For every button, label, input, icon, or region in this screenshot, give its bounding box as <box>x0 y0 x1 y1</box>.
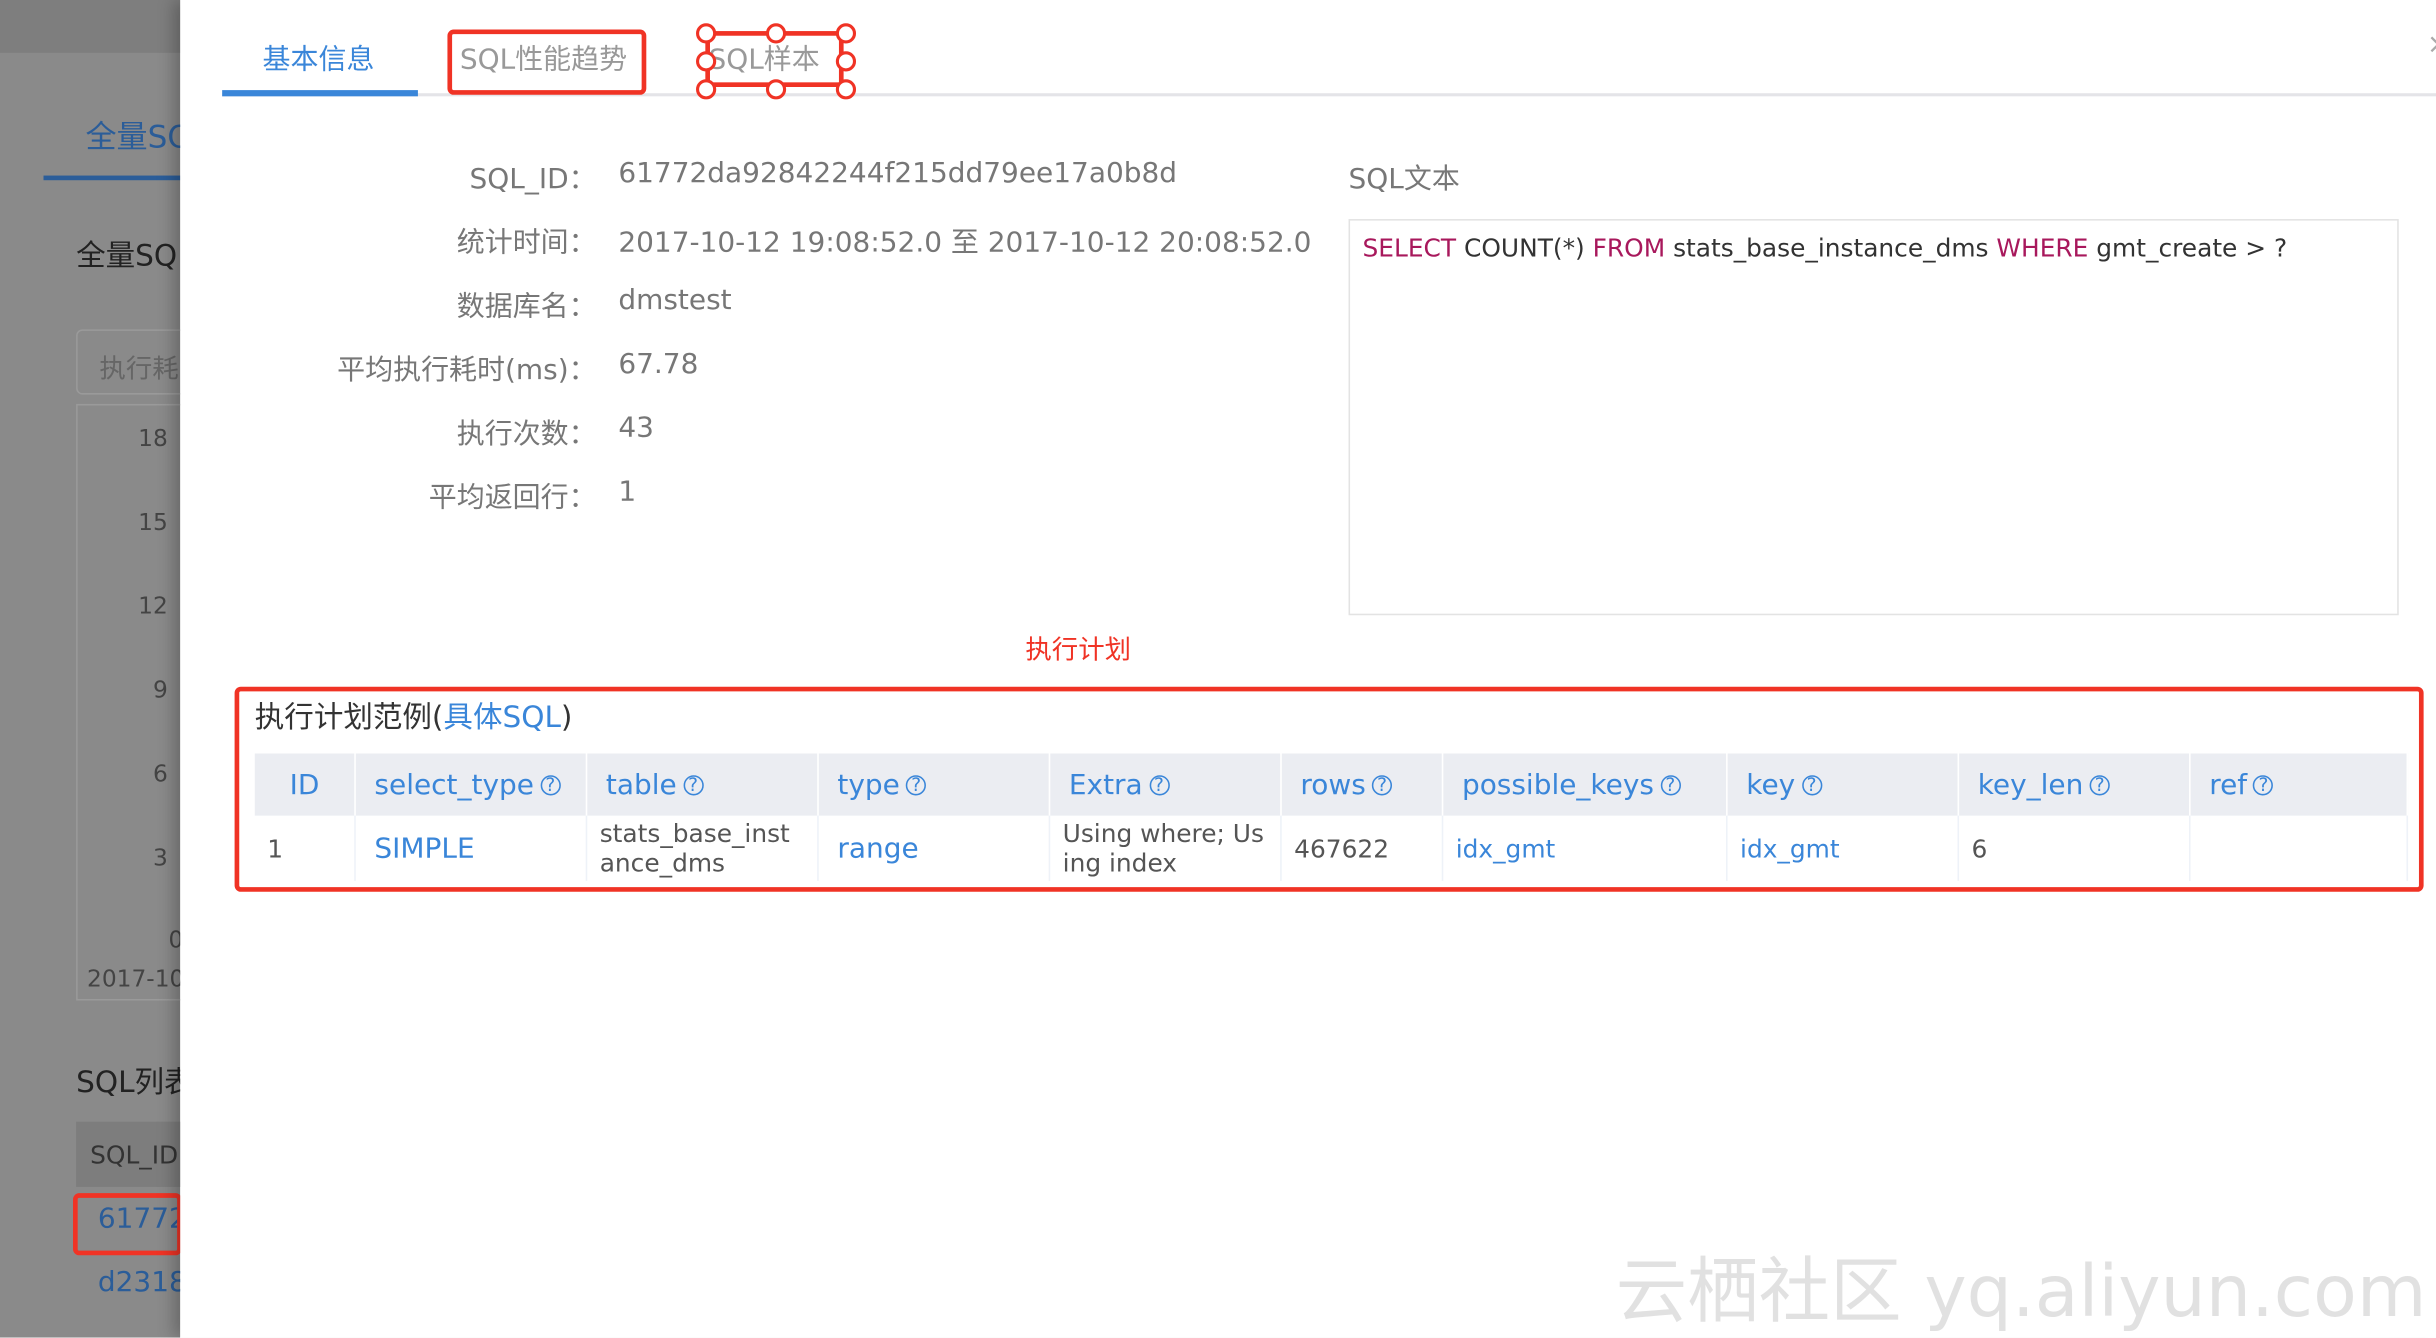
info-value: 1 <box>618 475 637 509</box>
resize-handle <box>835 23 857 44</box>
tab-sql-sample[interactable]: SQL样本 <box>708 43 820 77</box>
cell-ref <box>2189 815 2409 881</box>
col-extra: Extra? <box>1049 753 1282 816</box>
bg-header <box>0 0 181 53</box>
help-icon[interactable]: ? <box>1148 775 1170 796</box>
sql-text: gmt_create > ? <box>2088 233 2288 263</box>
y-tick: 3 <box>152 843 168 872</box>
click-highlight-box <box>73 1193 182 1256</box>
cell-possible-keys: idx_gmt <box>1442 815 1728 881</box>
bg-tab[interactable]: 全量SQ <box>85 118 192 156</box>
help-icon[interactable]: ? <box>1660 775 1681 796</box>
help-icon[interactable]: ? <box>2089 775 2110 796</box>
cell-key: idx_gmt <box>1726 815 1960 881</box>
y-tick: 6 <box>152 759 168 788</box>
plan-highlight-box <box>234 686 2424 892</box>
y-tick: 15 <box>138 508 168 536</box>
sql-keyword: WHERE <box>1996 233 2089 263</box>
specific-sql-link[interactable]: 具体SQL <box>443 700 561 735</box>
col-key: key? <box>1726 753 1960 816</box>
cell-extra: Using where; Using index <box>1049 815 1282 881</box>
detail-panel: 基本信息 SQL性能趋势 SQL样本 × SQL_ID： 61772da9284… <box>180 0 2436 1338</box>
table-header-row: ID select_type? table? type? Extra? rows… <box>254 753 2409 816</box>
info-value: 2017-10-12 19:08:52.0 至 2017-10-12 20:08… <box>618 226 1312 260</box>
plan-title-end: ) <box>560 700 573 735</box>
resize-handle <box>835 79 857 100</box>
annotation-box <box>447 29 647 95</box>
info-label: SQL_ID： <box>469 163 597 196</box>
bg-list-header: SQL_ID <box>76 1121 201 1187</box>
col-ref: ref? <box>2189 753 2409 816</box>
watermark: 云栖社区 yq.aliyun.com <box>1615 1249 2427 1333</box>
execution-plan-table: ID select_type? table? type? Extra? rows… <box>254 753 2409 881</box>
sql-id-link[interactable]: 61772 <box>97 1202 187 1236</box>
col-id: ID <box>254 753 356 816</box>
y-tick: 12 <box>138 591 168 620</box>
resize-handle <box>696 23 717 44</box>
col-key-len: key_len? <box>1958 753 2191 816</box>
y-tick: 0 <box>168 925 184 954</box>
help-icon[interactable]: ? <box>540 775 561 796</box>
col-select-type: select_type? <box>354 753 588 816</box>
info-value: 43 <box>618 411 654 445</box>
sql-keyword: SELECT <box>1362 233 1457 263</box>
active-tab-indicator <box>222 90 418 97</box>
bg-list-title: SQL列表 <box>76 1065 194 1100</box>
help-icon[interactable]: ? <box>2253 775 2274 796</box>
cell-rows: 467622 <box>1280 815 1444 881</box>
bg-filter-input[interactable]: 执行耗 <box>76 329 201 395</box>
bg-chart: 18 15 12 9 6 3 0 2017-10- <box>76 403 204 1001</box>
background-page: 全量SQ 全量SQ 执行耗 18 15 12 9 6 3 0 2017-10- … <box>0 0 204 1338</box>
tab-basic-info[interactable]: 基本信息 <box>262 43 375 77</box>
help-icon[interactable]: ? <box>1372 775 1393 796</box>
bg-section-title: 全量SQ <box>76 239 178 274</box>
sql-text: stats_base_instance_dms <box>1665 233 1997 263</box>
resize-handle <box>765 23 787 44</box>
resize-handle <box>765 79 787 100</box>
sql-keyword: FROM <box>1592 233 1666 263</box>
col-possible-keys: possible_keys? <box>1442 753 1728 816</box>
info-value: 67.78 <box>618 348 699 381</box>
col-type: type? <box>817 753 1051 816</box>
info-value: dmstest <box>618 284 732 317</box>
tab-bar-divider <box>222 93 2436 97</box>
plan-annotation: 执行计划 <box>1025 635 1132 667</box>
y-tick: 9 <box>152 675 168 704</box>
cell-table: stats_base_instance_dms <box>586 815 819 881</box>
info-label: 数据库名： <box>456 290 597 324</box>
info-label: 执行次数： <box>456 417 597 451</box>
cell-key-len: 6 <box>1958 815 2191 881</box>
info-value: 61772da92842244f215dd79ee17a0b8d <box>618 156 1178 190</box>
col-table: table? <box>586 753 819 816</box>
sql-id-link[interactable]: d2318 <box>97 1266 187 1299</box>
bg-tab-underline <box>43 175 181 181</box>
cell-select-type: SIMPLE <box>354 815 588 881</box>
info-label: 统计时间： <box>456 226 597 260</box>
sql-text-title: SQL文本 <box>1348 163 1460 196</box>
x-tick: 2017-10- <box>87 964 193 993</box>
resize-handle <box>696 51 717 72</box>
y-tick: 18 <box>138 424 168 453</box>
plan-title: 执行计划范例(具体SQL) <box>255 694 573 736</box>
table-row: 1 SIMPLE stats_base_instance_dms range U… <box>254 815 2409 881</box>
help-icon[interactable]: ? <box>682 775 704 796</box>
resize-handle <box>835 51 857 72</box>
close-icon[interactable]: × <box>2427 28 2436 61</box>
tab-sql-performance-trend[interactable]: SQL性能趋势 <box>459 43 628 77</box>
info-label: 平均返回行： <box>428 481 597 515</box>
resize-handle <box>696 79 717 100</box>
cell-type: range <box>817 815 1051 881</box>
sql-text-box[interactable]: SELECT COUNT(*) FROM stats_base_instance… <box>1348 219 2399 616</box>
help-icon[interactable]: ? <box>1801 775 1822 796</box>
plan-title-text: 执行计划范例( <box>254 700 444 735</box>
info-label: 平均执行耗时(ms)： <box>337 354 597 387</box>
help-icon[interactable]: ? <box>906 775 927 796</box>
sql-text: COUNT(*) <box>1456 233 1593 263</box>
cell-id: 1 <box>254 815 356 881</box>
col-rows: rows? <box>1280 753 1444 816</box>
